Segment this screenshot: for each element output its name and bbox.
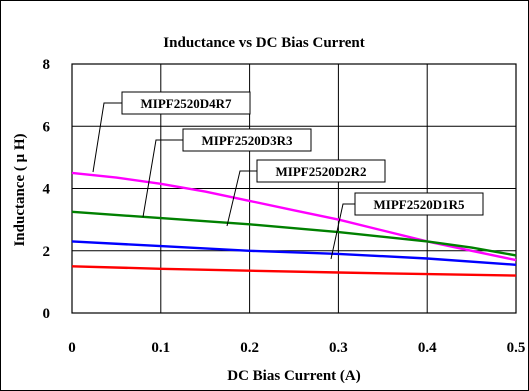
callout-leader (330, 203, 355, 260)
x-axis-label: DC Bias Current (A) (227, 368, 360, 384)
x-tick-label: 0.4 (418, 340, 437, 356)
x-tick-label: 0.3 (329, 340, 348, 356)
callout-box (354, 192, 484, 216)
x-tick-label: 0.1 (151, 340, 170, 356)
callout-leader (92, 102, 122, 173)
series-label: MIPF2520D3R3 (202, 133, 293, 148)
callout-layer: MIPF2520D4R7 MIPF2520D3R3 MIPF2520D2R2 MIPF… (92, 91, 484, 260)
series-line-mipf2520d3r3 (71, 210, 517, 257)
y-tick-label: 2 (43, 244, 51, 260)
y-axis-label: Inductance ( μ H) (12, 133, 28, 246)
callout-leader (142, 139, 183, 218)
tick-layer: 0 0.1 0.2 0.3 0.4 0.5 0 2 4 6 8 (43, 57, 526, 356)
y-tick-label: 4 (43, 182, 51, 198)
plot-area (71, 63, 517, 314)
y-tick-label: 6 (43, 119, 51, 135)
series-label: MIPF2520D4R7 (141, 96, 232, 111)
x-tick-label: 0.2 (240, 340, 259, 356)
callout-box (256, 159, 386, 183)
series-line-mipf2520d2r2 (71, 240, 517, 266)
callout-box (121, 91, 251, 115)
series-label: MIPF2520D1R5 (374, 197, 465, 212)
series-layer (71, 171, 517, 277)
callout-leader (226, 170, 257, 227)
y-tick-label: 0 (43, 306, 51, 322)
callout-box (182, 128, 312, 152)
x-tick-label: 0 (68, 340, 76, 356)
y-tick-label: 8 (43, 57, 51, 73)
x-tick-label: 0.5 (507, 340, 526, 356)
series-label: MIPF2520D2R2 (276, 164, 367, 179)
chart-title: Inductance vs DC Bias Current (163, 35, 364, 51)
series-line-mipf2520d1r5 (71, 265, 517, 277)
